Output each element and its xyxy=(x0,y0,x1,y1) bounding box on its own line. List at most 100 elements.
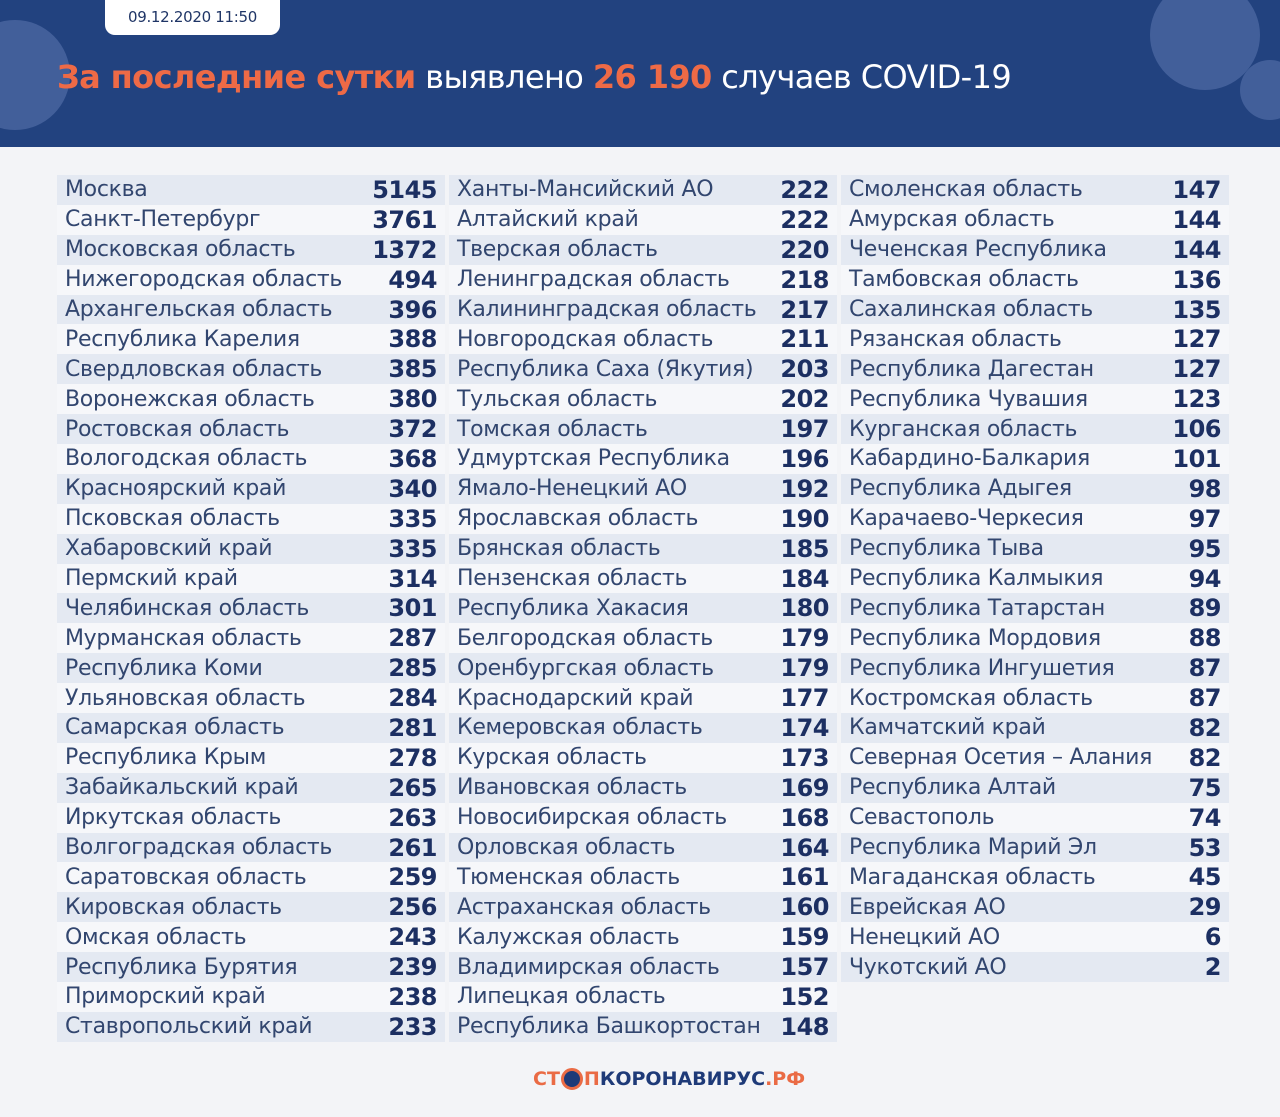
region-name: Волгоградская область xyxy=(65,835,333,861)
table-row: Орловская область 164 xyxy=(449,832,837,863)
case-count: 256 xyxy=(388,893,437,922)
case-count: 233 xyxy=(388,1012,437,1041)
region-name: Республика Ингушетия xyxy=(849,655,1115,681)
case-count: 74 xyxy=(1188,803,1222,832)
case-count: 314 xyxy=(388,564,437,593)
case-count: 94 xyxy=(1188,564,1222,593)
table-row: Новосибирская область 168 xyxy=(449,802,837,833)
case-count: 95 xyxy=(1188,534,1222,563)
case-count: 287 xyxy=(388,624,437,653)
table-row: Липецкая область 152 xyxy=(449,982,837,1012)
title-text: случаев COVID-19 xyxy=(711,58,1012,96)
region-name: Республика Бурятия xyxy=(65,954,298,980)
region-name: Свердловская область xyxy=(65,356,323,382)
table-row: Калужская область 159 xyxy=(449,922,837,953)
region-name: Амурская область xyxy=(849,207,1055,233)
case-count: 106 xyxy=(1172,415,1221,444)
case-count: 238 xyxy=(388,982,437,1011)
table-row: Ивановская область 169 xyxy=(449,772,837,803)
region-name: Республика Крым xyxy=(65,745,267,771)
region-name: Республика Татарстан xyxy=(849,595,1105,621)
table-row: Смоленская область 147 xyxy=(841,175,1229,205)
region-name: Карачаево-Черкесия xyxy=(849,506,1084,532)
case-count: 1372 xyxy=(372,235,437,264)
case-count: 284 xyxy=(388,684,437,713)
region-name: Липецкая область xyxy=(457,984,666,1010)
region-name: Саратовская область xyxy=(65,864,307,890)
region-name: Ненецкий АО xyxy=(849,924,1000,950)
region-name: Республика Калмыкия xyxy=(849,566,1104,592)
table-row: Ямало-Ненецкий АО 192 xyxy=(449,473,837,504)
table-row: Приморский край 238 xyxy=(57,982,445,1012)
case-count: 372 xyxy=(388,415,437,444)
table-row: Красноярский край 340 xyxy=(57,473,445,504)
case-count: 368 xyxy=(388,444,437,473)
table-row: Брянская область 185 xyxy=(449,533,837,564)
table-row: Ненецкий АО 6 xyxy=(841,922,1229,953)
case-count: 222 xyxy=(780,175,829,204)
case-count: 161 xyxy=(780,863,829,892)
table-column: Москва 5145 Санкт-Петербург 3761 Московская … xyxy=(57,175,445,1042)
region-name: Псковская область xyxy=(65,506,280,532)
table-row: Владимирская область 157 xyxy=(449,952,837,983)
case-count: 265 xyxy=(388,773,437,802)
region-name: Брянская область xyxy=(457,536,661,562)
region-name: Ханты-Мансийский АО xyxy=(457,177,714,203)
region-name: Калужская область xyxy=(457,924,680,950)
table-row: Курганская область 106 xyxy=(841,414,1229,445)
case-count: 494 xyxy=(388,265,437,294)
table-row: Ленинградская область 218 xyxy=(449,264,837,295)
case-count: 184 xyxy=(780,564,829,593)
logo-text: П xyxy=(583,1068,600,1090)
case-count: 239 xyxy=(388,953,437,982)
case-count: 263 xyxy=(388,803,437,832)
table-row: Свердловская область 385 xyxy=(57,354,445,385)
table-row: Курская область 173 xyxy=(449,742,837,773)
region-name: Республика Адыгея xyxy=(849,476,1072,502)
case-count: 278 xyxy=(388,743,437,772)
table-row: Рязанская область 127 xyxy=(841,324,1229,355)
virus-decoration-icon xyxy=(1240,60,1280,120)
case-count: 135 xyxy=(1172,295,1221,324)
table-row: Республика Ингушетия 87 xyxy=(841,653,1229,684)
region-name: Республика Карелия xyxy=(65,326,300,352)
case-count: 168 xyxy=(780,803,829,832)
region-name: Забайкальский край xyxy=(65,775,299,801)
table-row: Республика Крым 278 xyxy=(57,742,445,773)
region-name: Новгородская область xyxy=(457,326,714,352)
case-count: 218 xyxy=(780,265,829,294)
case-count: 388 xyxy=(388,325,437,354)
case-count: 53 xyxy=(1188,833,1222,862)
table-row: Вологодская область 368 xyxy=(57,444,445,474)
region-name: Рязанская область xyxy=(849,326,1062,352)
region-name: Москва xyxy=(65,177,148,203)
table-row: Оренбургская область 179 xyxy=(449,653,837,684)
region-name: Томская область xyxy=(457,416,648,442)
date-badge: 09.12.2020 11:50 xyxy=(105,0,280,35)
table-row: Амурская область 144 xyxy=(841,204,1229,235)
case-count: 127 xyxy=(1172,355,1221,384)
case-count: 29 xyxy=(1188,893,1222,922)
table-row: Ярославская область 190 xyxy=(449,503,837,534)
case-count: 222 xyxy=(780,205,829,234)
case-count: 217 xyxy=(780,295,829,324)
region-name: Республика Дагестан xyxy=(849,356,1094,382)
region-name: Белгородская область xyxy=(457,625,713,651)
region-name: Севастополь xyxy=(849,805,995,831)
region-name: Московская область xyxy=(65,237,296,263)
case-count: 157 xyxy=(780,953,829,982)
region-name: Республика Коми xyxy=(65,655,263,681)
case-count: 164 xyxy=(780,833,829,862)
page-title: За последние сутки выявлено 26 190 случа… xyxy=(57,58,1012,96)
region-name: Ивановская область xyxy=(457,775,687,801)
case-count: 144 xyxy=(1172,235,1221,264)
table-row: Ставропольский край 233 xyxy=(57,1011,445,1042)
region-name: Пензенская область xyxy=(457,566,688,592)
table-row: Воронежская область 380 xyxy=(57,384,445,415)
case-count: 144 xyxy=(1172,205,1221,234)
case-count: 203 xyxy=(780,355,829,384)
case-count: 243 xyxy=(388,923,437,952)
region-name: Республика Тыва xyxy=(849,536,1044,562)
region-name: Челябинская область xyxy=(65,595,310,621)
table-row: Республика Коми 285 xyxy=(57,653,445,684)
